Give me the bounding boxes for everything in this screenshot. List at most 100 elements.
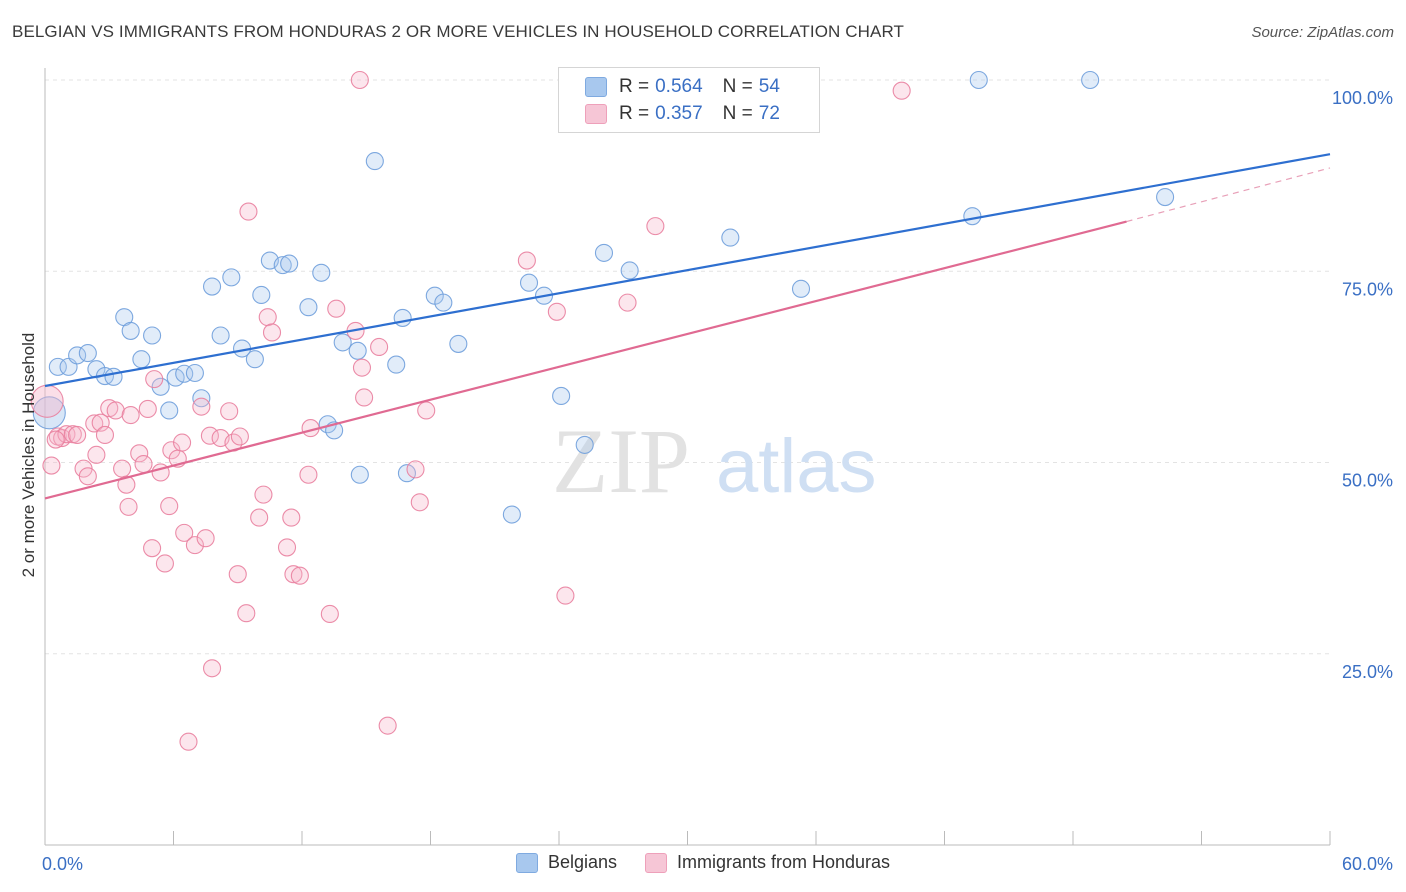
legend-r-value: 0.357 — [655, 103, 703, 124]
legend-r-label: R = — [619, 103, 650, 124]
honduras-point — [46, 430, 65, 449]
series-legend-belgians[interactable]: Belgians — [515, 852, 617, 873]
x-tick-label: 60.0% — [1342, 854, 1393, 874]
honduras-point — [250, 508, 269, 527]
belgians-point — [245, 350, 264, 369]
honduras-point — [370, 337, 389, 357]
honduras-point — [230, 427, 249, 446]
watermark-atlas: atlas — [716, 424, 877, 509]
honduras-point — [299, 465, 318, 484]
belgians-point — [348, 341, 367, 360]
honduras-point — [196, 529, 215, 548]
honduras-point — [138, 399, 157, 419]
honduras-point — [145, 370, 164, 389]
belgians-point — [387, 355, 406, 374]
series-swatch-belgians — [515, 852, 538, 873]
honduras-point — [350, 70, 369, 90]
series-label-belgians: Belgians — [547, 852, 617, 872]
watermark: ZIP atlas — [552, 410, 877, 512]
y-tick-label: 25.0% — [1342, 662, 1393, 682]
chart-source: Source: ZipAtlas.com — [1251, 24, 1394, 41]
legend-row-belgians: R = 0.564 N = 54 — [585, 74, 780, 100]
belgians-point — [519, 273, 539, 292]
belgians-point — [104, 367, 123, 386]
belgians-point — [299, 298, 318, 317]
legend-swatch-honduras — [585, 104, 607, 124]
honduras-point — [556, 586, 575, 605]
belgians-point — [791, 279, 811, 298]
belgians-point — [312, 263, 331, 282]
series-legend-honduras[interactable]: Immigrants from Honduras — [644, 852, 891, 873]
x-tick-label: 0.0% — [42, 854, 83, 874]
belgians-point — [203, 277, 222, 296]
y-tick-labels: 25.0% 50.0% 75.0% 100.0% — [1332, 88, 1393, 682]
series-swatch-honduras — [644, 852, 667, 873]
y-tick-label: 50.0% — [1342, 471, 1393, 491]
honduras-point — [228, 565, 247, 584]
honduras-point — [547, 302, 566, 321]
belgians-point — [222, 268, 241, 287]
honduras-point — [155, 554, 174, 573]
chart-title: BELGIAN VS IMMIGRANTS FROM HONDURAS 2 OR… — [12, 22, 904, 41]
honduras-point — [277, 538, 297, 557]
honduras-point — [85, 414, 104, 433]
belgians-point — [397, 464, 416, 483]
legend-row-honduras: R = 0.357 N = 72 — [585, 101, 780, 127]
honduras-point — [320, 604, 339, 624]
honduras-point — [517, 251, 536, 270]
honduras-point — [119, 497, 138, 516]
belgians-point — [1081, 70, 1100, 90]
belgians-point — [252, 285, 271, 305]
belgians-point — [121, 321, 140, 340]
belgians-point — [552, 386, 571, 405]
honduras-point — [892, 81, 911, 100]
belgians-point — [365, 152, 384, 171]
honduras-point — [121, 406, 140, 425]
belgians-point — [434, 293, 453, 312]
belgians-point — [1156, 187, 1175, 207]
trend-lines — [44, 153, 1331, 500]
honduras-point — [254, 485, 273, 504]
belgians-point — [211, 326, 230, 345]
belgians-point — [393, 308, 412, 327]
honduras-trend-extension — [1126, 167, 1331, 223]
series-legend: Belgians Immigrants from Honduras — [0, 852, 1406, 873]
belgians-point — [151, 377, 170, 396]
legend-swatch-belgians — [585, 77, 607, 97]
belgians-point — [166, 368, 185, 387]
honduras-point — [378, 716, 397, 735]
belgians-point — [721, 228, 740, 247]
honduras-point — [78, 467, 97, 486]
belgians-point — [350, 465, 369, 484]
belgians-point — [502, 505, 521, 524]
honduras-point — [95, 425, 115, 445]
honduras-point — [282, 508, 301, 527]
honduras-point — [203, 659, 222, 678]
series-label-honduras: Immigrants from Honduras — [676, 852, 891, 872]
honduras-point — [237, 604, 256, 623]
x-tick-labels: 0.0% 60.0% — [42, 854, 1393, 874]
honduras-point — [87, 445, 106, 464]
legend-n-label: N = — [722, 103, 753, 124]
belgians-point — [280, 254, 299, 273]
honduras-point — [173, 433, 192, 452]
belgians-point — [333, 333, 352, 352]
belgians-point — [185, 363, 204, 383]
honduras-point — [117, 475, 136, 494]
stats-legend: R = 0.564 N = 54 R = 0.357 N = 72 — [558, 67, 820, 133]
belgians-point — [160, 401, 179, 420]
legend-n-label: N = — [722, 76, 753, 97]
honduras-point — [327, 299, 346, 318]
belgians-point — [32, 396, 66, 430]
belgians-trend-line — [44, 153, 1331, 388]
honduras-point — [618, 293, 637, 312]
honduras-trend-line — [44, 220, 1127, 500]
belgians-point — [594, 243, 614, 262]
honduras-point — [185, 536, 204, 555]
belgians-point — [969, 70, 988, 90]
honduras-point — [284, 565, 303, 584]
honduras-point — [262, 323, 282, 342]
belgians-point — [132, 350, 151, 369]
honduras-point — [290, 566, 309, 585]
